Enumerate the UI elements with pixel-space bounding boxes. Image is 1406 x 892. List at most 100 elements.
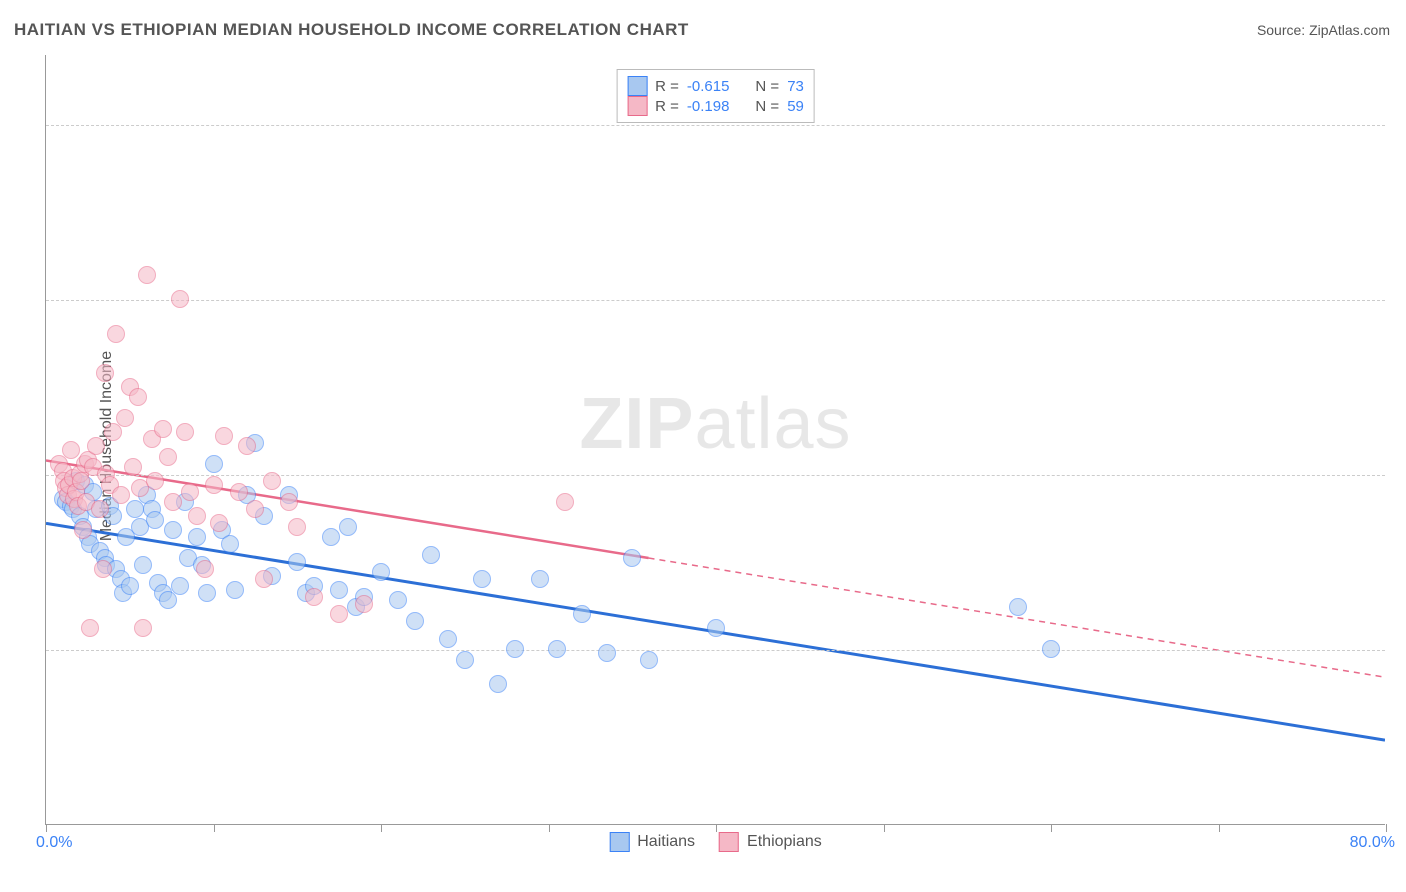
scatter-point [107, 325, 125, 343]
scatter-point [188, 507, 206, 525]
scatter-point [188, 528, 206, 546]
scatter-point [121, 577, 139, 595]
legend-series-item: Haitians [609, 832, 695, 852]
gridline-horizontal [46, 650, 1385, 651]
scatter-point [146, 472, 164, 490]
chart-title: HAITIAN VS ETHIOPIAN MEDIAN HOUSEHOLD IN… [14, 20, 689, 40]
x-tick [1219, 824, 1220, 832]
scatter-point [548, 640, 566, 658]
scatter-point [1009, 598, 1027, 616]
scatter-point [372, 563, 390, 581]
scatter-point [226, 581, 244, 599]
scatter-point [238, 437, 256, 455]
x-tick [46, 824, 47, 832]
scatter-point [288, 553, 306, 571]
scatter-point [205, 455, 223, 473]
scatter-point [221, 535, 239, 553]
x-axis-max-label: 80.0% [1350, 834, 1395, 852]
scatter-point [422, 546, 440, 564]
scatter-point [112, 486, 130, 504]
legend-r-label: R = [655, 78, 679, 95]
scatter-point [556, 493, 574, 511]
scatter-point [531, 570, 549, 588]
legend-r-label: R = [655, 98, 679, 115]
scatter-point [623, 549, 641, 567]
scatter-point [164, 493, 182, 511]
legend-swatch [627, 96, 647, 116]
x-tick [381, 824, 382, 832]
scatter-point [124, 458, 142, 476]
legend-correlation-row: R =-0.198N =59 [627, 96, 804, 116]
scatter-point [198, 584, 216, 602]
legend-r-value: -0.615 [687, 78, 730, 95]
scatter-point [1042, 640, 1060, 658]
scatter-point [138, 266, 156, 284]
scatter-point [439, 630, 457, 648]
scatter-point [230, 483, 248, 501]
watermark: ZIPatlas [579, 383, 851, 465]
scatter-point [389, 591, 407, 609]
scatter-point [598, 644, 616, 662]
scatter-point [280, 493, 298, 511]
scatter-point [116, 409, 134, 427]
source-label: Source: ZipAtlas.com [1257, 22, 1390, 38]
scatter-point [154, 420, 172, 438]
x-tick [1386, 824, 1387, 832]
watermark-atlas: atlas [694, 384, 851, 464]
scatter-point [456, 651, 474, 669]
scatter-point [96, 364, 114, 382]
legend-n-label: N = [755, 78, 779, 95]
scatter-point [355, 595, 373, 613]
legend-series-label: Haitians [637, 833, 695, 851]
scatter-point [339, 518, 357, 536]
legend-swatch [719, 832, 739, 852]
y-tick-label: $50,000 [1395, 641, 1406, 659]
legend-n-value: 59 [787, 98, 804, 115]
legend-series-item: Ethiopians [719, 832, 822, 852]
scatter-point [330, 605, 348, 623]
scatter-point [330, 581, 348, 599]
legend-n-label: N = [755, 98, 779, 115]
scatter-point [94, 560, 112, 578]
scatter-point [129, 388, 147, 406]
legend-correlation-box: R =-0.615N =73R =-0.198N =59 [616, 69, 815, 123]
legend-series-label: Ethiopians [747, 833, 822, 851]
legend-correlation-row: R = -0.615 N = 73 [627, 76, 804, 96]
y-tick-label: $100,000 [1395, 466, 1406, 484]
gridline-horizontal [46, 300, 1385, 301]
scatter-point [506, 640, 524, 658]
scatter-point [322, 528, 340, 546]
y-tick-label: $200,000 [1395, 116, 1406, 134]
scatter-point [640, 651, 658, 669]
scatter-point [159, 448, 177, 466]
legend-swatch [609, 832, 629, 852]
scatter-point [215, 427, 233, 445]
scatter-point [205, 476, 223, 494]
scatter-point [288, 518, 306, 536]
scatter-point [134, 619, 152, 637]
scatter-point [406, 612, 424, 630]
legend-swatch [627, 76, 647, 96]
scatter-point [489, 675, 507, 693]
scatter-point [473, 570, 491, 588]
x-tick [884, 824, 885, 832]
scatter-point [181, 483, 199, 501]
scatter-point [146, 511, 164, 529]
scatter-point [573, 605, 591, 623]
trend-line-dashed [649, 558, 1385, 677]
scatter-point [210, 514, 228, 532]
legend-n-value: 73 [787, 78, 804, 95]
scatter-point [707, 619, 725, 637]
scatter-point [91, 500, 109, 518]
scatter-point [74, 521, 92, 539]
scatter-point [171, 290, 189, 308]
scatter-point [305, 588, 323, 606]
scatter-point [62, 441, 80, 459]
scatter-point [171, 577, 189, 595]
scatter-point [263, 472, 281, 490]
scatter-point [255, 570, 273, 588]
x-axis-min-label: 0.0% [36, 834, 72, 852]
legend-series: Haitians Ethiopians [609, 832, 822, 852]
watermark-zip: ZIP [579, 384, 694, 464]
scatter-point [81, 619, 99, 637]
